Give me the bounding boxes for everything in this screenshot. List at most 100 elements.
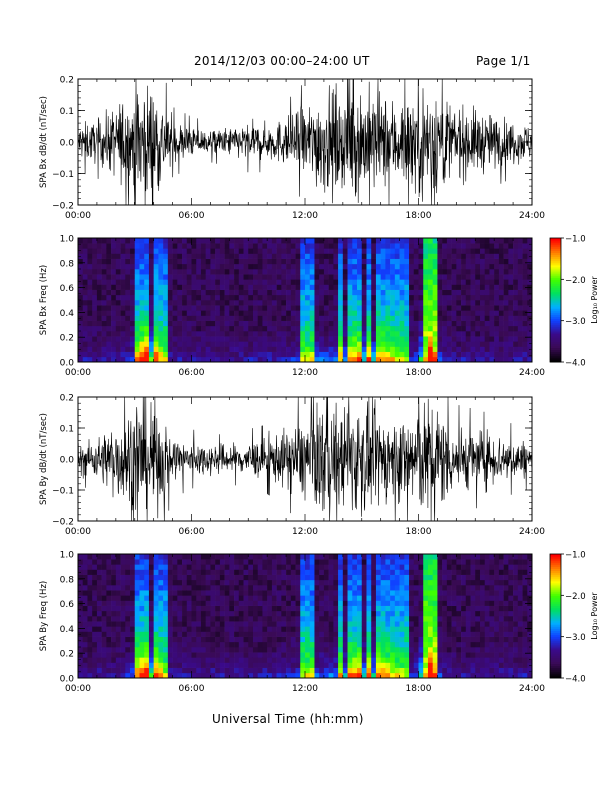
heatmap-cell [309, 585, 315, 591]
heatmap-cell [234, 652, 240, 658]
heatmap-cell [508, 269, 514, 275]
heatmap-cell [399, 672, 405, 679]
heatmap-cell [451, 569, 457, 575]
heatmap-cell [248, 610, 254, 617]
heatmap-cell [513, 300, 519, 306]
heatmap-cell [366, 274, 372, 280]
heatmap-cell [276, 274, 282, 280]
heatmap-cell [479, 652, 486, 658]
heatmap-cell [513, 636, 519, 643]
heatmap-cell [442, 315, 448, 321]
heatmap-cell [309, 621, 315, 627]
heatmap-cell [286, 605, 292, 612]
heatmap-cell [243, 631, 249, 637]
heatmap-cell [130, 574, 136, 581]
heatmap-cell [172, 616, 178, 622]
heatmap-cell [271, 315, 277, 321]
heatmap-cell [172, 667, 178, 674]
heatmap-cell [461, 331, 467, 337]
heatmap-cell [276, 331, 282, 337]
heatmap-cell [484, 652, 490, 658]
heatmap-cell [191, 600, 197, 606]
heatmap-cell [210, 238, 216, 244]
heatmap-cell [409, 641, 415, 648]
heatmap-cell [361, 325, 367, 332]
heatmap-cell [101, 346, 107, 352]
heatmap-cell [300, 289, 306, 296]
heatmap-cell [144, 621, 150, 627]
heatmap-cell [186, 610, 192, 617]
heatmap-cell [130, 641, 136, 648]
heatmap-cell [479, 258, 486, 265]
heatmap-cell [224, 336, 230, 342]
heatmap-cell [508, 336, 514, 342]
heatmap-cell [120, 356, 126, 363]
heatmap-cell [357, 346, 363, 352]
heatmap-cell [271, 641, 277, 648]
heatmap-cell [513, 341, 519, 347]
heatmap-cell [442, 585, 448, 591]
heatmap-cell [158, 564, 164, 570]
heatmap-cell [177, 595, 183, 601]
heatmap-cell [475, 315, 481, 321]
heatmap-cell [461, 310, 467, 316]
heatmap-cell [101, 243, 107, 249]
heatmap-cell [210, 253, 216, 259]
heatmap-cell [305, 263, 311, 270]
heatmap-cell [494, 636, 500, 643]
heatmap-cell [177, 610, 183, 617]
heatmap-cell [82, 585, 88, 591]
heatmap-cell [286, 641, 292, 648]
heatmap-cell [167, 248, 173, 254]
heatmap-cell [342, 631, 348, 637]
heatmap-cell [508, 574, 514, 581]
heatmap-cell [498, 626, 504, 632]
heatmap-cell [380, 554, 386, 560]
heatmap-cell [380, 647, 386, 653]
heatmap-cell [442, 320, 448, 327]
heatmap-cell [82, 294, 88, 301]
heatmap-cell [257, 253, 263, 259]
heatmap-cell [78, 610, 84, 617]
heatmap-cell [465, 590, 471, 596]
heatmap-cell [314, 346, 320, 352]
heatmap-cell [484, 300, 490, 306]
heatmap-cell [451, 626, 457, 632]
heatmap-cell [224, 274, 230, 280]
heatmap-cell [390, 647, 396, 653]
heatmap-cell [290, 325, 296, 332]
heatmap-cell [451, 243, 457, 249]
heatmap-cell [82, 641, 88, 648]
heatmap-cell [456, 667, 462, 674]
heatmap-cell [286, 579, 292, 586]
heatmap-cell [158, 238, 164, 244]
heatmap-cell [257, 657, 263, 663]
heatmap-cell [513, 667, 519, 674]
x-tick-label: 06:00 [179, 211, 205, 221]
heatmap-cell [323, 595, 329, 601]
heatmap-cell [366, 263, 372, 270]
heatmap-cell [357, 315, 363, 321]
heatmap-cell [413, 672, 419, 679]
heatmap-cell [87, 652, 93, 658]
heatmap-cell [446, 284, 452, 290]
heatmap-cell [484, 258, 490, 265]
plot-header-title: 2014/12/03 00:00–24:00 UT [194, 54, 370, 68]
heatmap-cell [333, 647, 339, 653]
heatmap-cell [342, 657, 348, 663]
heatmap-cell [82, 258, 88, 265]
heatmap-cell [357, 356, 363, 363]
heatmap-cell [470, 253, 476, 259]
heatmap-cell [210, 626, 216, 632]
heatmap-cell [300, 243, 306, 249]
heatmap-cell [314, 263, 320, 270]
heatmap-cell [111, 269, 117, 275]
heatmap-cell [361, 238, 367, 244]
heatmap-cell [361, 356, 367, 363]
heatmap-cell [96, 300, 102, 306]
heatmap-cell [144, 243, 150, 249]
heatmap-cell [385, 325, 391, 332]
heatmap-cell [177, 325, 183, 332]
heatmap-cell [418, 289, 424, 296]
heatmap-cell [219, 269, 225, 275]
